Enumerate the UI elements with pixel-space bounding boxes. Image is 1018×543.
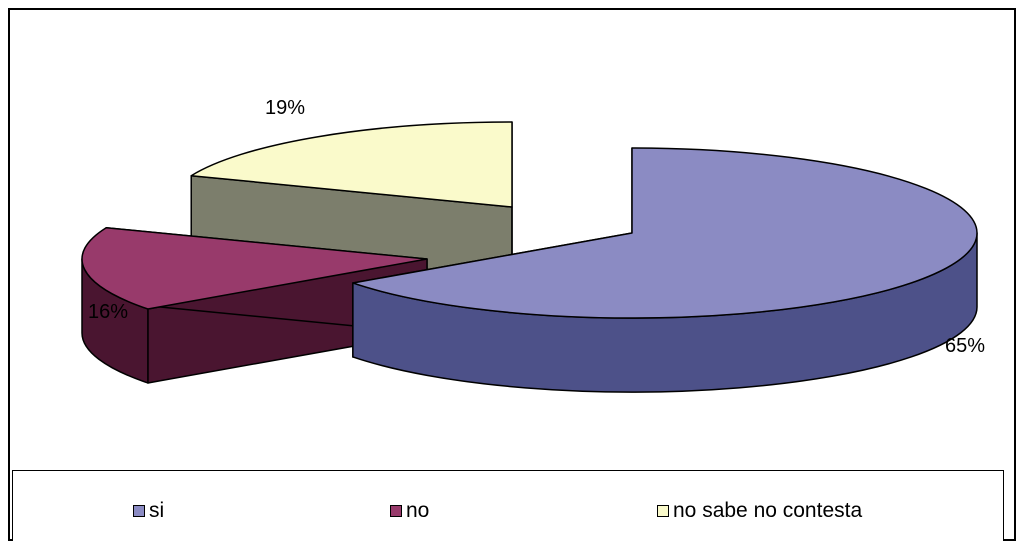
legend-label-no-sabe: no sabe no contesta (673, 499, 863, 522)
slice-si-top (352, 147, 978, 319)
legend-item-si: si (133, 499, 164, 523)
slice-no-sabe-top (190, 121, 513, 208)
legend-item-no: no (390, 499, 429, 523)
data-label-no: 16% (88, 301, 128, 323)
legend-label-si: si (149, 499, 165, 522)
slice-no-top (81, 226, 428, 310)
legend-label-no: no (406, 499, 430, 522)
legend-swatch-si (133, 505, 145, 517)
data-label-si: 65% (945, 335, 985, 357)
legend-swatch-no (390, 505, 402, 517)
data-label-no-sabe: 19% (265, 97, 305, 119)
legend-item-no-sabe: no sabe no contesta (657, 499, 862, 523)
legend: si no no sabe no contesta (12, 470, 1004, 541)
legend-swatch-no-sabe (657, 505, 669, 517)
